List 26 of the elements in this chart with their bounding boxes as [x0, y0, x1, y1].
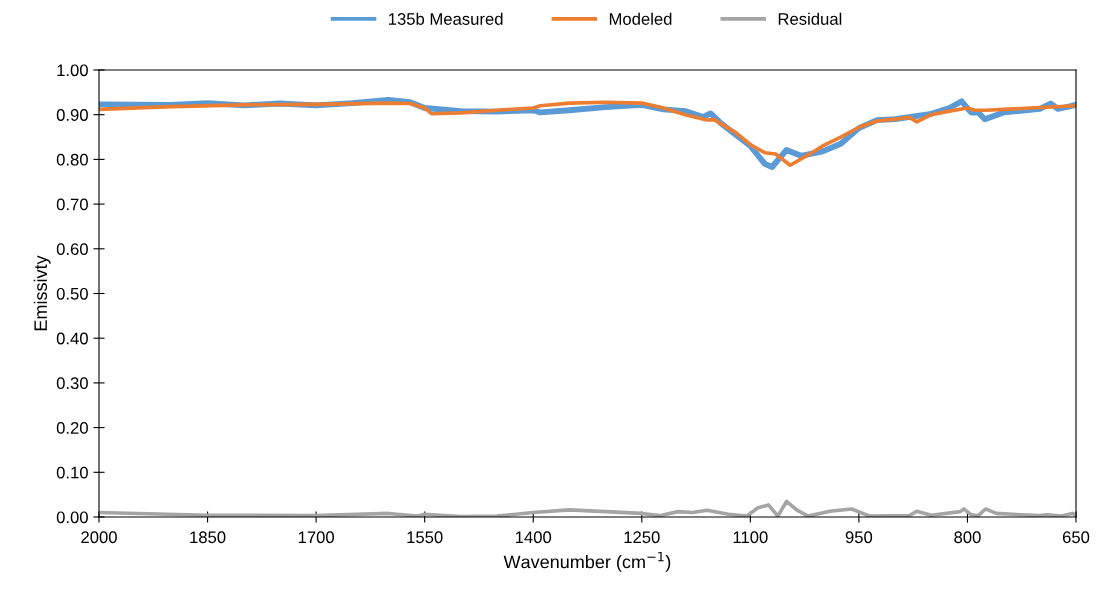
x-tick-label: 1700	[298, 531, 334, 544]
x-tick-label: 1550	[407, 531, 443, 544]
y-tick-label: 0.50	[56, 287, 88, 300]
legend-label: Residual	[778, 12, 842, 25]
y-tick-label: 0.80	[56, 153, 88, 166]
y-tick-label: 0.70	[56, 198, 88, 211]
x-axis-title: Wavenumber (cm$^{−1}$)	[503, 551, 671, 572]
y-tick-label: 0.30	[56, 377, 88, 390]
x-tick-label: 650	[1062, 531, 1090, 544]
x-tick-label: 1250	[624, 531, 660, 544]
x-tick-label: 950	[845, 531, 873, 544]
x-tick-label: 1400	[515, 531, 552, 544]
y-tick-label: 0.20	[56, 422, 88, 434]
y-axis-title: Emissivty	[33, 255, 51, 331]
y-tick-label: 0.40	[56, 332, 88, 345]
x-tick-label: 2000	[81, 531, 117, 544]
y-tick-label: 0.00	[56, 511, 88, 524]
y-tick-label: 0.90	[56, 109, 88, 121]
legend-label: 135b Measured	[388, 12, 503, 25]
x-tick-label: 800	[954, 531, 981, 544]
y-tick-label: 1.00	[57, 64, 88, 77]
y-tick-label: 0.60	[56, 243, 88, 255]
legend-label: Modeled	[609, 12, 672, 25]
x-tick-label: 1100	[733, 531, 768, 544]
x-tick-label: 1850	[190, 531, 226, 544]
y-tick-label: 0.10	[56, 466, 88, 479]
